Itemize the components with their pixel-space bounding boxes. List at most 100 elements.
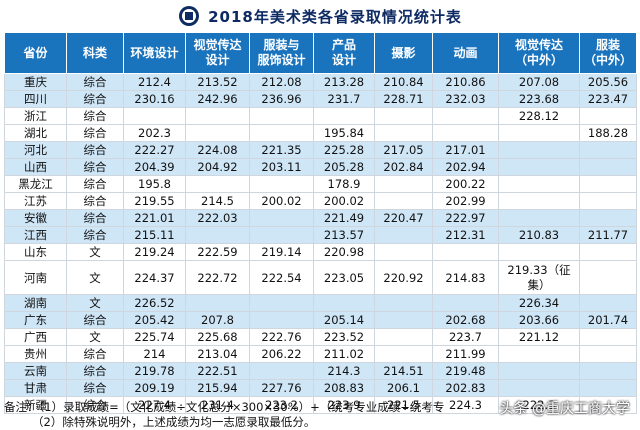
table-row: 江西 综合 215.11 213.57 212.31 210.83 211.77	[4, 226, 637, 244]
score-cell	[579, 107, 637, 125]
score-cell	[313, 107, 375, 125]
score-cell: 211.77	[579, 226, 637, 244]
table-row: 山东文 219.24 222.59 219.14 220.98	[4, 243, 637, 261]
score-cell: 221.12	[498, 328, 580, 346]
university-crest-icon	[179, 6, 200, 26]
score-cell: 212.08	[249, 73, 314, 91]
score-cell: 225.74	[123, 328, 186, 346]
province-cell: 贵州	[4, 345, 67, 363]
score-cell: 219.33（征集）	[498, 260, 580, 295]
score-cell	[185, 175, 250, 193]
category-cell: 综合	[66, 192, 124, 210]
score-cell: 217.01	[432, 141, 499, 159]
score-cell: 205.42	[123, 311, 186, 329]
admission-score-table: 省份 科类 环境设计 视觉传达 设计 服装与 服饰设计 产品 设计 摄影 动画 视觉传达 （中外） 服装（…	[4, 32, 637, 414]
province-cell: 新疆	[4, 396, 67, 414]
score-cell	[374, 311, 433, 329]
score-cell: 232.03	[432, 90, 499, 108]
score-cell	[374, 328, 433, 346]
score-cell	[374, 345, 433, 363]
table-row: 安徽 综合 221.01 222.03 221.49 220.47 222.97	[4, 209, 637, 227]
province-cell: 安徽	[4, 209, 67, 227]
score-cell: 201.74	[579, 311, 637, 329]
score-cell: 225.28	[313, 141, 375, 159]
score-cell: 210.86	[432, 73, 499, 91]
score-cell: 223.68	[498, 90, 580, 108]
score-cell: 222.72	[185, 260, 250, 295]
score-cell: 221.35	[249, 141, 314, 159]
score-cell	[498, 243, 580, 261]
note-line: （2）除特殊说明外，上述成绩为均一志愿录取最低分。	[32, 415, 316, 429]
score-cell: 203.66	[498, 311, 580, 329]
score-cell	[579, 141, 637, 159]
score-cell: 236.96	[249, 90, 314, 108]
note-line: 备注：（1）录取成绩=（文化成绩÷文化总分×300×30%）+（统考专业成绩÷统…	[4, 400, 445, 414]
score-cell	[249, 311, 314, 329]
table-row: 重庆 综合 212.4 213.52 212.08 213.28 210.84 210.86 2…	[4, 73, 637, 91]
province-cell: 山东	[4, 243, 67, 261]
score-cell: 222.76	[249, 328, 314, 346]
score-cell: 200.22	[432, 175, 499, 193]
score-cell: 195.84	[313, 124, 375, 142]
score-cell: 215.94	[185, 379, 250, 397]
score-cell	[432, 243, 499, 261]
score-cell: 208.83	[313, 379, 375, 397]
province-cell: 甘肃	[4, 379, 67, 397]
score-cell: 205.28	[313, 158, 375, 176]
category-cell: 综合	[66, 379, 124, 397]
table-row: 黑龙江 综合 195.8 178.9 200.22	[4, 175, 637, 193]
score-cell: 227.76	[249, 379, 314, 397]
score-cell: 222.03	[185, 209, 250, 227]
score-cell: 219.55	[123, 192, 186, 210]
score-cell: 217.05	[374, 141, 433, 159]
score-cell: 214.51	[374, 362, 433, 380]
score-cell: 224.08	[185, 141, 250, 159]
score-cell: 207.08	[498, 73, 580, 91]
score-cell	[185, 107, 250, 125]
score-cell: 224.3	[432, 396, 499, 414]
table-row: 山西 综合 204.39 204.92 203.11 205.28 202.84 202.94	[4, 158, 637, 176]
province-cell: 江苏	[4, 192, 67, 210]
score-cell: 223.52	[313, 328, 375, 346]
table-row: 四川 综合 230.16 242.96 236.96 231.7 228.71 232.03 2…	[4, 90, 637, 108]
score-cell	[498, 192, 580, 210]
score-cell: 202.84	[374, 158, 433, 176]
table-row: 广东 综合 205.42 207.8 205.14 202.68 203.66 201.74	[4, 311, 637, 329]
score-cell	[185, 226, 250, 244]
province-cell: 浙江	[4, 107, 67, 125]
score-cell: 223.47	[579, 90, 637, 108]
score-cell	[498, 209, 580, 227]
category-cell: 综合	[66, 311, 124, 329]
score-cell	[432, 124, 499, 142]
score-cell	[432, 107, 499, 125]
table-row: 广西文 225.74 225.68 222.76 223.52 223.7 221.12	[4, 328, 637, 346]
column-header: 科类	[66, 32, 124, 74]
score-cell: 200.02	[313, 192, 375, 210]
table-row: 河南文 224.37 222.72 222.54 223.05 220.92 214.83 2…	[4, 260, 637, 295]
score-cell	[579, 209, 637, 227]
score-cell: 188.28	[579, 124, 637, 142]
score-cell: 206.22	[249, 345, 314, 363]
score-cell: 213.28	[313, 73, 375, 91]
score-cell: 223.2	[249, 396, 314, 414]
score-cell	[123, 107, 186, 125]
score-cell: 222.51	[185, 362, 250, 380]
score-cell	[579, 379, 637, 397]
score-cell: 220.92	[374, 260, 433, 295]
score-cell: 242.96	[185, 90, 250, 108]
score-cell: 210.83	[498, 226, 580, 244]
table-row: 贵州 综合 214 213.04 206.22 211.02 211.99	[4, 345, 637, 363]
score-cell	[249, 362, 314, 380]
score-cell: 213.57	[313, 226, 375, 244]
score-cell	[579, 260, 637, 295]
score-cell: 220.47	[374, 209, 433, 227]
score-cell	[498, 124, 580, 142]
province-cell: 河北	[4, 141, 67, 159]
category-cell: 综合	[66, 107, 124, 125]
score-cell	[249, 107, 314, 125]
table-row: 湖北 综合 202.3 195.84 188.28	[4, 124, 637, 142]
category-cell: 综合	[66, 158, 124, 176]
score-cell: 228.12	[498, 107, 580, 125]
score-cell	[374, 124, 433, 142]
category-cell: 文	[66, 294, 124, 312]
